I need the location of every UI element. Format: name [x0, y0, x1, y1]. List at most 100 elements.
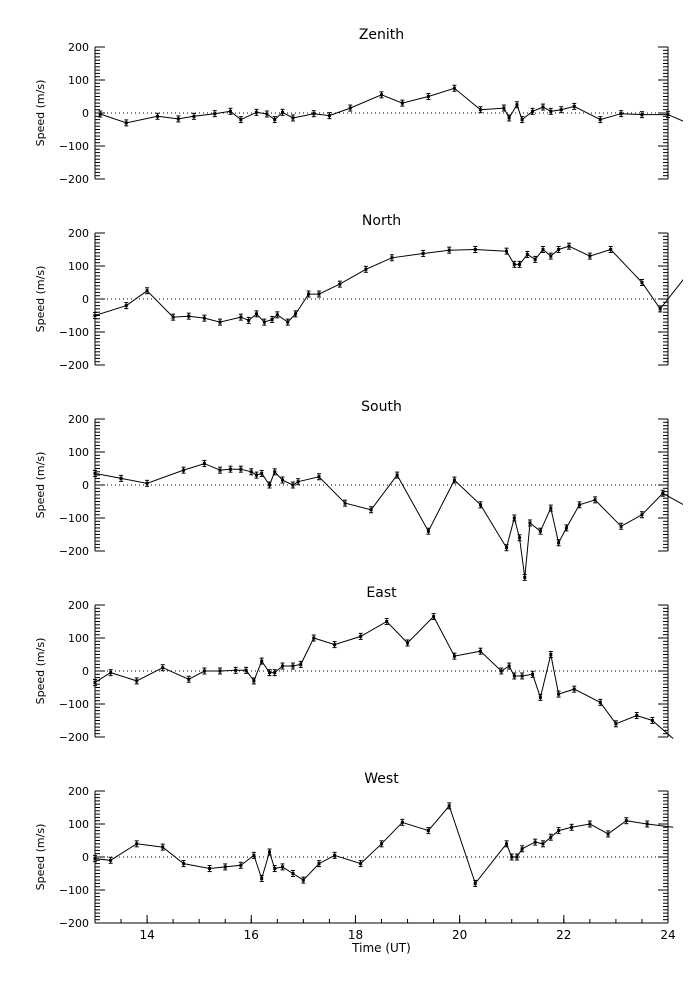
data-point — [155, 112, 160, 120]
y-tick-label: −200 — [59, 173, 89, 186]
y-tick-label: −100 — [59, 884, 89, 897]
point-marker — [299, 662, 303, 666]
point-marker — [281, 865, 285, 869]
point-marker — [202, 316, 206, 320]
x-tick-label: 14 — [139, 928, 154, 942]
point-marker — [260, 471, 264, 475]
data-point — [514, 853, 519, 861]
y-tick-label: 200 — [68, 41, 89, 54]
y-axis-label: Speed (m/s) — [34, 452, 47, 519]
point-marker — [473, 881, 477, 885]
point-marker — [317, 475, 321, 479]
y-axis-label: Speed (m/s) — [34, 266, 47, 333]
point-marker — [145, 481, 149, 485]
point-marker — [520, 118, 524, 122]
point-marker — [619, 524, 623, 528]
point-marker — [301, 878, 305, 882]
point-marker — [281, 664, 285, 668]
point-marker — [262, 320, 266, 324]
data-point — [290, 114, 295, 122]
point-marker — [281, 110, 285, 114]
data-point — [134, 677, 139, 685]
point-marker — [549, 506, 553, 510]
data-point — [246, 316, 251, 324]
data-point — [280, 476, 285, 484]
data-point — [400, 99, 405, 107]
point-marker — [549, 835, 553, 839]
point-marker — [218, 320, 222, 324]
point-marker — [507, 664, 511, 668]
point-marker — [359, 862, 363, 866]
data-point — [160, 843, 165, 851]
point-marker — [588, 822, 592, 826]
point-marker — [161, 845, 165, 849]
data-point — [645, 820, 650, 828]
data-point — [262, 318, 267, 326]
point-marker — [502, 106, 506, 110]
point-marker — [624, 819, 628, 823]
y-tick-label: 0 — [82, 293, 89, 306]
point-marker — [182, 468, 186, 472]
data-point — [634, 712, 639, 720]
x-tick-label: 16 — [244, 928, 259, 942]
point-marker — [273, 671, 277, 675]
x-tick-label: 22 — [556, 928, 571, 942]
data-point — [176, 115, 181, 123]
data-point — [358, 860, 363, 868]
data-point — [186, 312, 191, 320]
point-marker — [609, 248, 613, 251]
data-point — [520, 845, 525, 853]
data-point — [290, 481, 295, 489]
point-marker — [273, 867, 277, 871]
point-marker — [614, 722, 618, 726]
point-marker — [307, 292, 311, 296]
point-marker — [557, 692, 561, 696]
point-marker — [327, 114, 331, 118]
point-marker — [359, 634, 363, 638]
data-point — [520, 116, 525, 124]
data-point — [504, 840, 509, 848]
data-point — [520, 672, 525, 680]
series-line — [95, 615, 674, 739]
point-marker — [531, 109, 535, 113]
point-marker — [218, 669, 222, 673]
point-marker — [593, 498, 597, 502]
point-marker — [598, 118, 602, 122]
point-marker — [135, 842, 139, 846]
data-point — [426, 827, 431, 835]
data-point — [280, 662, 285, 670]
point-marker — [515, 855, 519, 859]
panel-title: South — [361, 399, 402, 415]
data-point — [272, 865, 277, 873]
point-marker — [228, 467, 232, 471]
point-marker — [619, 112, 623, 116]
point-marker — [426, 529, 430, 533]
point-marker — [294, 312, 298, 316]
data-point — [238, 116, 243, 124]
point-marker — [452, 478, 456, 482]
data-point — [567, 242, 572, 250]
data-point — [548, 504, 553, 512]
data-point — [348, 104, 353, 112]
point-marker — [395, 473, 399, 477]
point-marker — [523, 575, 527, 579]
point-marker — [244, 668, 248, 672]
data-point — [431, 613, 436, 621]
point-marker — [557, 248, 561, 251]
point-marker — [312, 636, 316, 640]
data-point — [389, 254, 394, 262]
point-marker — [93, 471, 97, 475]
point-marker — [666, 113, 670, 117]
point-marker — [512, 516, 516, 520]
point-marker — [171, 315, 175, 319]
data-point — [514, 101, 519, 109]
point-marker — [182, 862, 186, 866]
data-point — [316, 860, 321, 868]
data-point — [525, 250, 530, 258]
data-point — [473, 246, 478, 253]
point-marker — [176, 117, 180, 121]
point-marker — [650, 719, 654, 722]
data-point — [98, 110, 103, 118]
data-point — [285, 318, 290, 326]
